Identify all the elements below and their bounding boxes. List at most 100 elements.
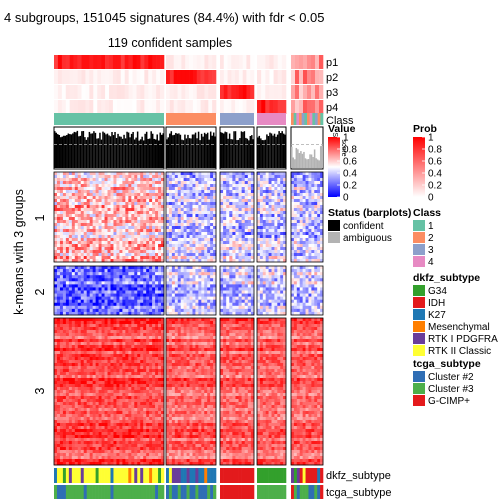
heatmap-cell	[155, 330, 159, 334]
heatmap-cell	[166, 241, 170, 245]
silhouette-bar	[264, 139, 267, 168]
heatmap-cell	[131, 293, 135, 297]
heatmap-cell	[166, 324, 170, 328]
heatmap-cell	[241, 333, 246, 337]
heatmap-cell	[271, 324, 275, 328]
heatmap-cell	[283, 202, 287, 206]
heatmap-cell	[71, 321, 76, 325]
heatmap-cell	[140, 311, 144, 316]
heatmap-cell	[262, 187, 266, 191]
heatmap-cell	[262, 305, 266, 310]
heatmap-cell	[86, 259, 90, 263]
heatmap-cell	[125, 278, 129, 282]
heatmap-cell	[207, 278, 211, 282]
heatmap-cell	[198, 202, 202, 206]
heatmap-cell	[152, 214, 156, 218]
heatmap-cell	[223, 253, 227, 257]
heatmap-cell	[257, 321, 261, 325]
heatmap-cell	[177, 172, 182, 176]
heatmap-cell	[274, 296, 278, 300]
heatmap-cell	[259, 235, 264, 239]
heatmap-cell	[140, 293, 144, 297]
heatmap-cell	[56, 184, 61, 188]
heatmap-cell	[189, 272, 193, 276]
heatmap-cell	[223, 172, 227, 176]
heatmap-cell	[229, 229, 233, 233]
heatmap-cell	[65, 184, 70, 188]
heatmap-cell	[274, 175, 278, 179]
heatmap-cell	[122, 223, 126, 227]
prob-cell	[231, 70, 236, 84]
heatmap-cell	[59, 256, 64, 260]
heatmap-cell	[296, 193, 301, 197]
heatmap-cell	[302, 256, 306, 260]
heatmap-cell	[250, 299, 255, 304]
heatmap-cell	[128, 305, 132, 310]
heatmap-cell	[192, 175, 196, 179]
heatmap-cell	[152, 321, 156, 325]
heatmap-cell	[166, 238, 170, 242]
prob-cell	[185, 55, 190, 69]
heatmap-cell	[180, 211, 184, 215]
heatmap-cell	[283, 296, 287, 300]
heatmap-cell	[161, 253, 165, 257]
heatmap-cell	[149, 199, 153, 203]
silhouette-bar	[292, 157, 295, 168]
heatmap-cell	[192, 278, 196, 282]
heatmap-cell	[280, 244, 284, 248]
heatmap-cell	[101, 238, 105, 242]
heatmap-cell	[241, 269, 246, 273]
heatmap-cell	[291, 193, 295, 197]
heatmap-cell	[54, 275, 58, 279]
heatmap-cell	[149, 196, 153, 200]
heatmap-cell	[291, 178, 295, 182]
heatmap-cell	[180, 250, 184, 254]
heatmap-cell	[314, 330, 318, 334]
heatmap-cell	[247, 296, 252, 300]
heatmap-cell	[131, 205, 135, 209]
heatmap-cell	[314, 235, 318, 239]
heatmap-cell	[59, 293, 64, 297]
heatmap-cell	[146, 299, 150, 304]
heatmap-cell	[149, 324, 153, 328]
heatmap-cell	[250, 238, 255, 242]
heatmap-cell	[149, 190, 153, 194]
heatmap-cell	[229, 275, 233, 279]
heatmap-cell	[198, 184, 202, 188]
heatmap-cell	[259, 296, 264, 300]
heatmap-cell	[311, 290, 315, 294]
heatmap-cell	[71, 293, 76, 297]
class-cell	[257, 113, 286, 125]
heatmap-cell	[311, 235, 315, 239]
heatmap-cell	[101, 232, 105, 236]
heatmap-cell	[207, 327, 211, 331]
heatmap-cell	[56, 250, 61, 254]
heatmap-cell	[259, 238, 264, 242]
heatmap-cell	[104, 336, 108, 340]
prob-cell	[265, 70, 270, 84]
heatmap-cell	[302, 308, 306, 313]
heatmap-cell	[186, 235, 190, 239]
heatmap-cell	[192, 220, 196, 224]
heatmap-cell	[223, 199, 227, 203]
heatmap-cell	[201, 321, 205, 325]
heatmap-cell	[95, 172, 99, 176]
heatmap-cell	[77, 321, 82, 325]
heatmap-cell	[107, 275, 111, 279]
heatmap-cell	[213, 324, 217, 328]
prob-cell	[242, 85, 247, 99]
heatmap-cell	[146, 193, 150, 197]
heatmap-cell	[198, 238, 202, 242]
heatmap-cell	[308, 199, 312, 203]
heatmap-cell	[74, 181, 79, 185]
heatmap-cell	[168, 250, 173, 254]
heatmap-cell	[113, 336, 117, 340]
heatmap-cell	[122, 205, 126, 209]
heatmap-cell	[204, 305, 208, 310]
heatmap-cell	[232, 302, 236, 307]
heatmap-cell	[317, 220, 321, 224]
heatmap-cell	[116, 250, 120, 254]
heatmap-cell	[119, 229, 123, 233]
heatmap-cell	[204, 259, 208, 263]
heatmap-cell	[171, 330, 176, 334]
